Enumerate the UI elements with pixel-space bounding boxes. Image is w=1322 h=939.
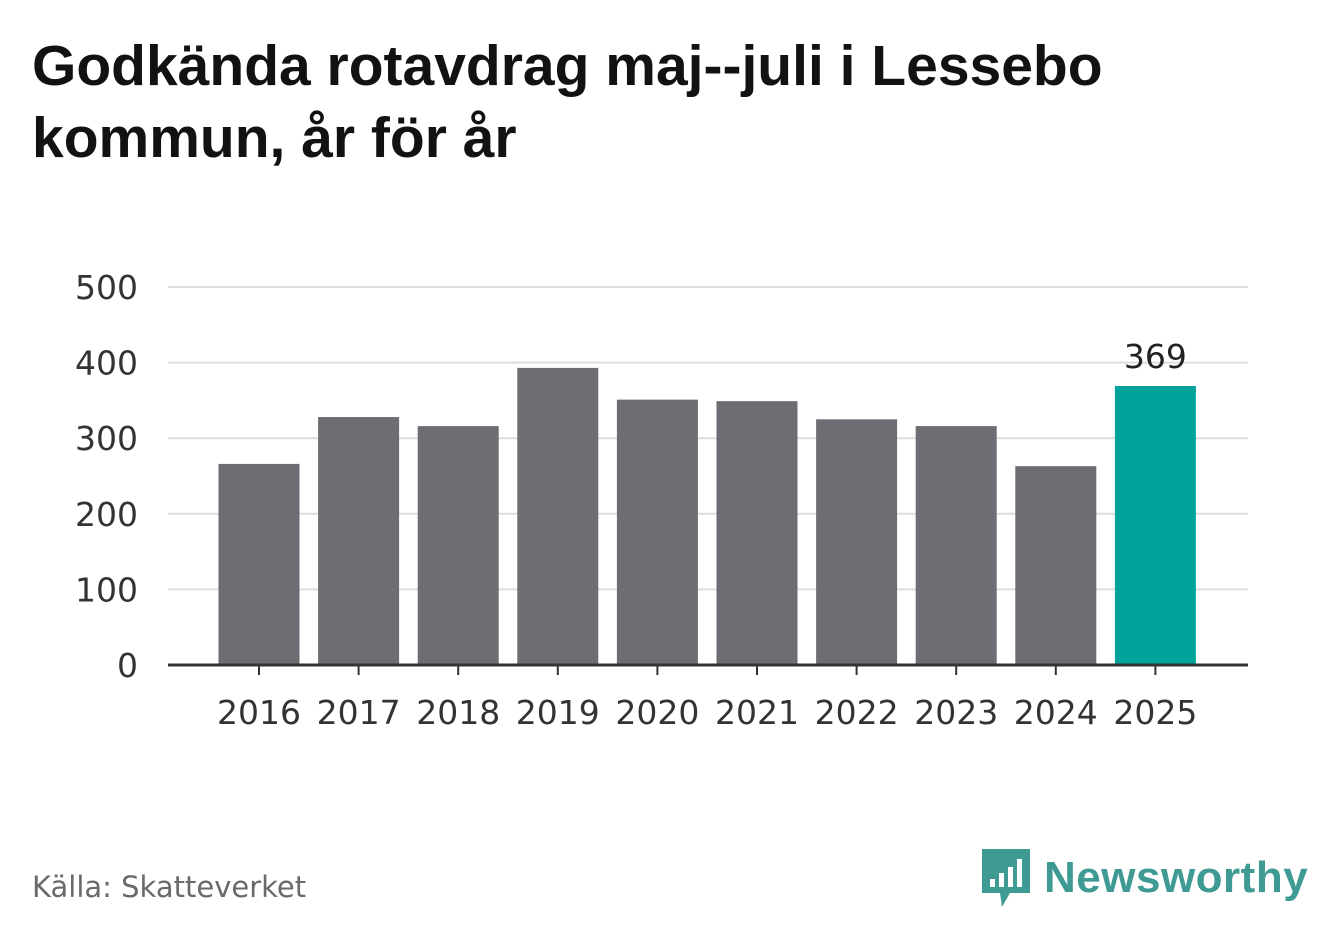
brand-logo: Newsworthy [980, 846, 1308, 910]
bar-2024 [1015, 466, 1097, 665]
x-tick-label: 2025 [1113, 693, 1197, 732]
bar-2021 [716, 401, 798, 665]
x-tick-label: 2020 [615, 693, 699, 732]
y-axis-ticks: 0 100 200 300 400 500 [75, 268, 138, 685]
x-tick-label: 2018 [416, 693, 500, 732]
x-axis-ticks: 2016 2017 2018 2019 2020 2021 2022 2023 2024 2025 [217, 665, 1197, 732]
bar-2020 [616, 399, 698, 665]
y-tick-label: 300 [75, 419, 138, 458]
bar-chart: 0 100 200 300 400 500 2016 2017 2018 2019 2020 202… [75, 268, 1248, 732]
bar-2023 [915, 426, 997, 665]
x-tick-label: 2016 [217, 693, 301, 732]
bar-2019 [517, 367, 599, 665]
brand-name: Newsworthy [1044, 853, 1309, 902]
y-tick-label: 500 [75, 268, 138, 307]
bars [218, 367, 1196, 665]
bar-2018 [417, 426, 499, 665]
x-tick-label: 2024 [1014, 693, 1098, 732]
x-tick-label: 2023 [914, 693, 998, 732]
bar-2025 [1114, 386, 1196, 665]
y-tick-label: 400 [75, 344, 138, 383]
bar-2016 [218, 463, 300, 665]
x-tick-label: 2017 [317, 693, 401, 732]
data-labels: 369 [1124, 337, 1187, 376]
bar-2022 [816, 419, 898, 665]
newsworthy-logo-icon [982, 849, 1030, 907]
source-note: Källa: Skatteverket [32, 870, 307, 904]
y-tick-label: 100 [75, 570, 138, 609]
data-label: 369 [1124, 337, 1187, 376]
y-tick-label: 200 [75, 495, 138, 534]
bar-2017 [318, 417, 400, 665]
y-tick-label: 0 [117, 646, 138, 685]
x-tick-label: 2019 [516, 693, 600, 732]
x-tick-label: 2021 [715, 693, 799, 732]
x-tick-label: 2022 [815, 693, 899, 732]
chart-title: Godkända rotavdrag maj--juli i Lessebo k… [32, 34, 1103, 170]
